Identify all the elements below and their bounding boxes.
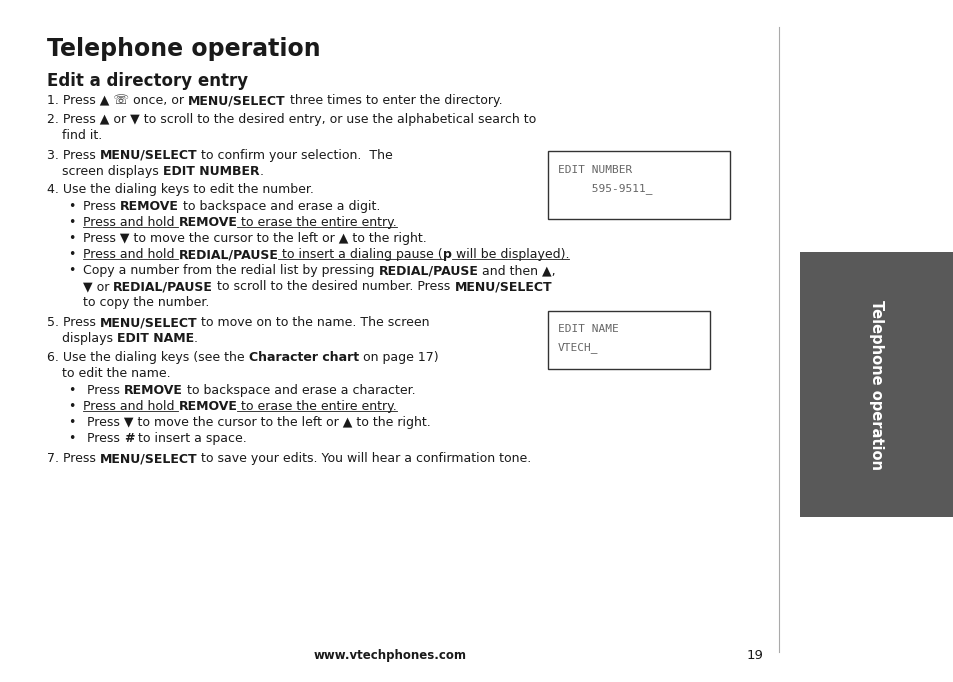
Text: .: . bbox=[193, 332, 198, 345]
Text: on page 17): on page 17) bbox=[358, 351, 438, 364]
Text: #: # bbox=[124, 432, 134, 445]
Text: to insert a space.: to insert a space. bbox=[134, 432, 247, 445]
Text: EDIT NAME: EDIT NAME bbox=[558, 324, 618, 334]
Text: 3. Press: 3. Press bbox=[47, 149, 100, 162]
Text: p: p bbox=[442, 248, 452, 261]
Text: to insert a dialing pause (: to insert a dialing pause ( bbox=[278, 248, 442, 261]
Text: Press: Press bbox=[83, 200, 120, 213]
Text: EDIT NAME: EDIT NAME bbox=[117, 332, 193, 345]
Text: 4. Use the dialing keys to edit the number.: 4. Use the dialing keys to edit the numb… bbox=[47, 183, 314, 196]
Text: 6. Use the dialing keys (see the: 6. Use the dialing keys (see the bbox=[47, 351, 249, 364]
Text: to erase the entire entry.: to erase the entire entry. bbox=[237, 216, 396, 229]
Text: Telephone operation: Telephone operation bbox=[868, 299, 883, 469]
Text: will be displayed).: will be displayed). bbox=[452, 248, 569, 261]
Text: MENU/SELECT: MENU/SELECT bbox=[100, 316, 197, 329]
Text: Press ▼ to move the cursor to the left or ▲ to the right.: Press ▼ to move the cursor to the left o… bbox=[83, 232, 426, 245]
Text: three times to enter the directory.: three times to enter the directory. bbox=[285, 94, 501, 107]
Text: MENU/SELECT: MENU/SELECT bbox=[188, 94, 285, 107]
Text: REDIAL/PAUSE: REDIAL/PAUSE bbox=[113, 280, 213, 293]
Text: EDIT NUMBER: EDIT NUMBER bbox=[163, 165, 259, 178]
Text: Press: Press bbox=[83, 384, 124, 397]
Text: 5. Press: 5. Press bbox=[47, 316, 100, 329]
Text: REMOVE: REMOVE bbox=[178, 216, 237, 229]
Text: •: • bbox=[68, 416, 75, 429]
Text: Press and hold: Press and hold bbox=[83, 216, 178, 229]
Text: to copy the number.: to copy the number. bbox=[83, 296, 209, 309]
Text: Edit a directory entry: Edit a directory entry bbox=[47, 72, 248, 90]
Text: find it.: find it. bbox=[62, 129, 102, 142]
Text: REMOVE: REMOVE bbox=[124, 384, 183, 397]
Text: MENU/SELECT: MENU/SELECT bbox=[454, 280, 552, 293]
Text: to confirm your selection.  The: to confirm your selection. The bbox=[197, 149, 393, 162]
Text: 7. Press: 7. Press bbox=[47, 452, 100, 465]
Text: EDIT NUMBER: EDIT NUMBER bbox=[558, 165, 632, 175]
Text: Press and hold: Press and hold bbox=[83, 400, 178, 413]
Text: •: • bbox=[68, 264, 75, 277]
Text: displays: displays bbox=[62, 332, 117, 345]
Text: to edit the name.: to edit the name. bbox=[62, 367, 171, 380]
Text: www.vtechphones.com: www.vtechphones.com bbox=[314, 649, 466, 662]
Text: to save your edits. You will hear a confirmation tone.: to save your edits. You will hear a conf… bbox=[197, 452, 531, 465]
Text: to scroll to the desired number. Press: to scroll to the desired number. Press bbox=[213, 280, 454, 293]
Text: to backspace and erase a digit.: to backspace and erase a digit. bbox=[178, 200, 379, 213]
Text: •: • bbox=[68, 384, 75, 397]
Text: •: • bbox=[68, 400, 75, 413]
Text: REMOVE: REMOVE bbox=[178, 400, 237, 413]
Text: 2. Press ▲ or ▼ to scroll to the desired entry, or use the alphabetical search t: 2. Press ▲ or ▼ to scroll to the desired… bbox=[47, 113, 536, 126]
Text: •: • bbox=[68, 232, 75, 245]
Text: 595-9511_: 595-9511_ bbox=[558, 183, 652, 194]
Text: .: . bbox=[259, 165, 263, 178]
Bar bbox=[547, 151, 729, 219]
Text: screen displays: screen displays bbox=[62, 165, 163, 178]
Text: and then ▲,: and then ▲, bbox=[477, 264, 556, 277]
Text: MENU/SELECT: MENU/SELECT bbox=[100, 149, 197, 162]
Text: to backspace and erase a character.: to backspace and erase a character. bbox=[183, 384, 415, 397]
Text: REMOVE: REMOVE bbox=[120, 200, 178, 213]
Text: Character chart: Character chart bbox=[249, 351, 358, 364]
Text: Press and hold: Press and hold bbox=[83, 248, 178, 261]
Text: VTECH_: VTECH_ bbox=[558, 342, 598, 353]
Text: Press: Press bbox=[83, 432, 124, 445]
Text: Telephone operation: Telephone operation bbox=[47, 37, 320, 61]
Text: •: • bbox=[68, 248, 75, 261]
Text: 1. Press ▲ ☏ once, or: 1. Press ▲ ☏ once, or bbox=[47, 94, 188, 107]
Text: Copy a number from the redial list by pressing: Copy a number from the redial list by pr… bbox=[83, 264, 378, 277]
Text: REDIAL/PAUSE: REDIAL/PAUSE bbox=[378, 264, 477, 277]
Text: 19: 19 bbox=[746, 649, 762, 662]
Text: Press ▼ to move the cursor to the left or ▲ to the right.: Press ▼ to move the cursor to the left o… bbox=[83, 416, 431, 429]
Text: REDIAL/PAUSE: REDIAL/PAUSE bbox=[178, 248, 278, 261]
Text: •: • bbox=[68, 432, 75, 445]
Bar bbox=[547, 311, 709, 369]
Text: to move on to the name. The screen: to move on to the name. The screen bbox=[197, 316, 430, 329]
Text: ▼ or: ▼ or bbox=[83, 280, 113, 293]
Text: MENU/SELECT: MENU/SELECT bbox=[100, 452, 197, 465]
Text: to erase the entire entry.: to erase the entire entry. bbox=[237, 400, 396, 413]
Bar bbox=[800, 252, 953, 517]
Text: •: • bbox=[68, 200, 75, 213]
Text: •: • bbox=[68, 216, 75, 229]
